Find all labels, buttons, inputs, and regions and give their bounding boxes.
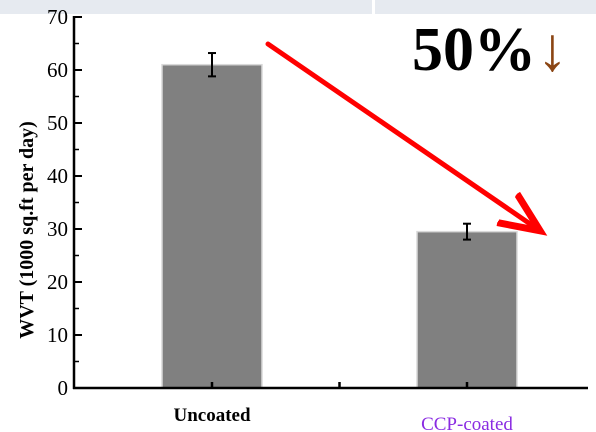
y-tick-label: 20 <box>47 270 68 294</box>
error-bar-uncoated <box>208 52 216 78</box>
y-tick-label: 0 <box>58 376 69 400</box>
category-label-ccp-coated: CCP-coated <box>421 414 513 432</box>
x-ticks-layer <box>210 382 469 388</box>
category-label-uncoated: Uncoated <box>173 405 250 426</box>
y-tick-label: 70 <box>47 5 68 29</box>
bar-uncoated <box>161 63 263 389</box>
error-bars-layer <box>208 52 471 241</box>
decrease-trend-arrow <box>265 41 536 228</box>
down-arrow-icon: ↓ <box>537 16 568 84</box>
y-tick-label: 40 <box>47 164 68 188</box>
y-tick-label: 30 <box>47 217 68 241</box>
error-bar-ccp-coated <box>463 222 471 241</box>
y-axis-label: WVT (1000 sq.ft per day) <box>16 121 38 339</box>
y-tick-label: 60 <box>47 58 68 82</box>
bar-ccp-coated <box>416 230 518 389</box>
top-window-strip <box>0 0 596 14</box>
top-window-strip-divider <box>372 0 375 14</box>
percent-decrease-label: 50% <box>412 16 536 84</box>
y-ticks-layer: 0 10 20 30 40 50 60 70 <box>47 5 82 400</box>
bars-layer <box>161 63 518 389</box>
y-tick-label: 10 <box>47 323 68 347</box>
y-tick-label: 50 <box>47 111 68 135</box>
